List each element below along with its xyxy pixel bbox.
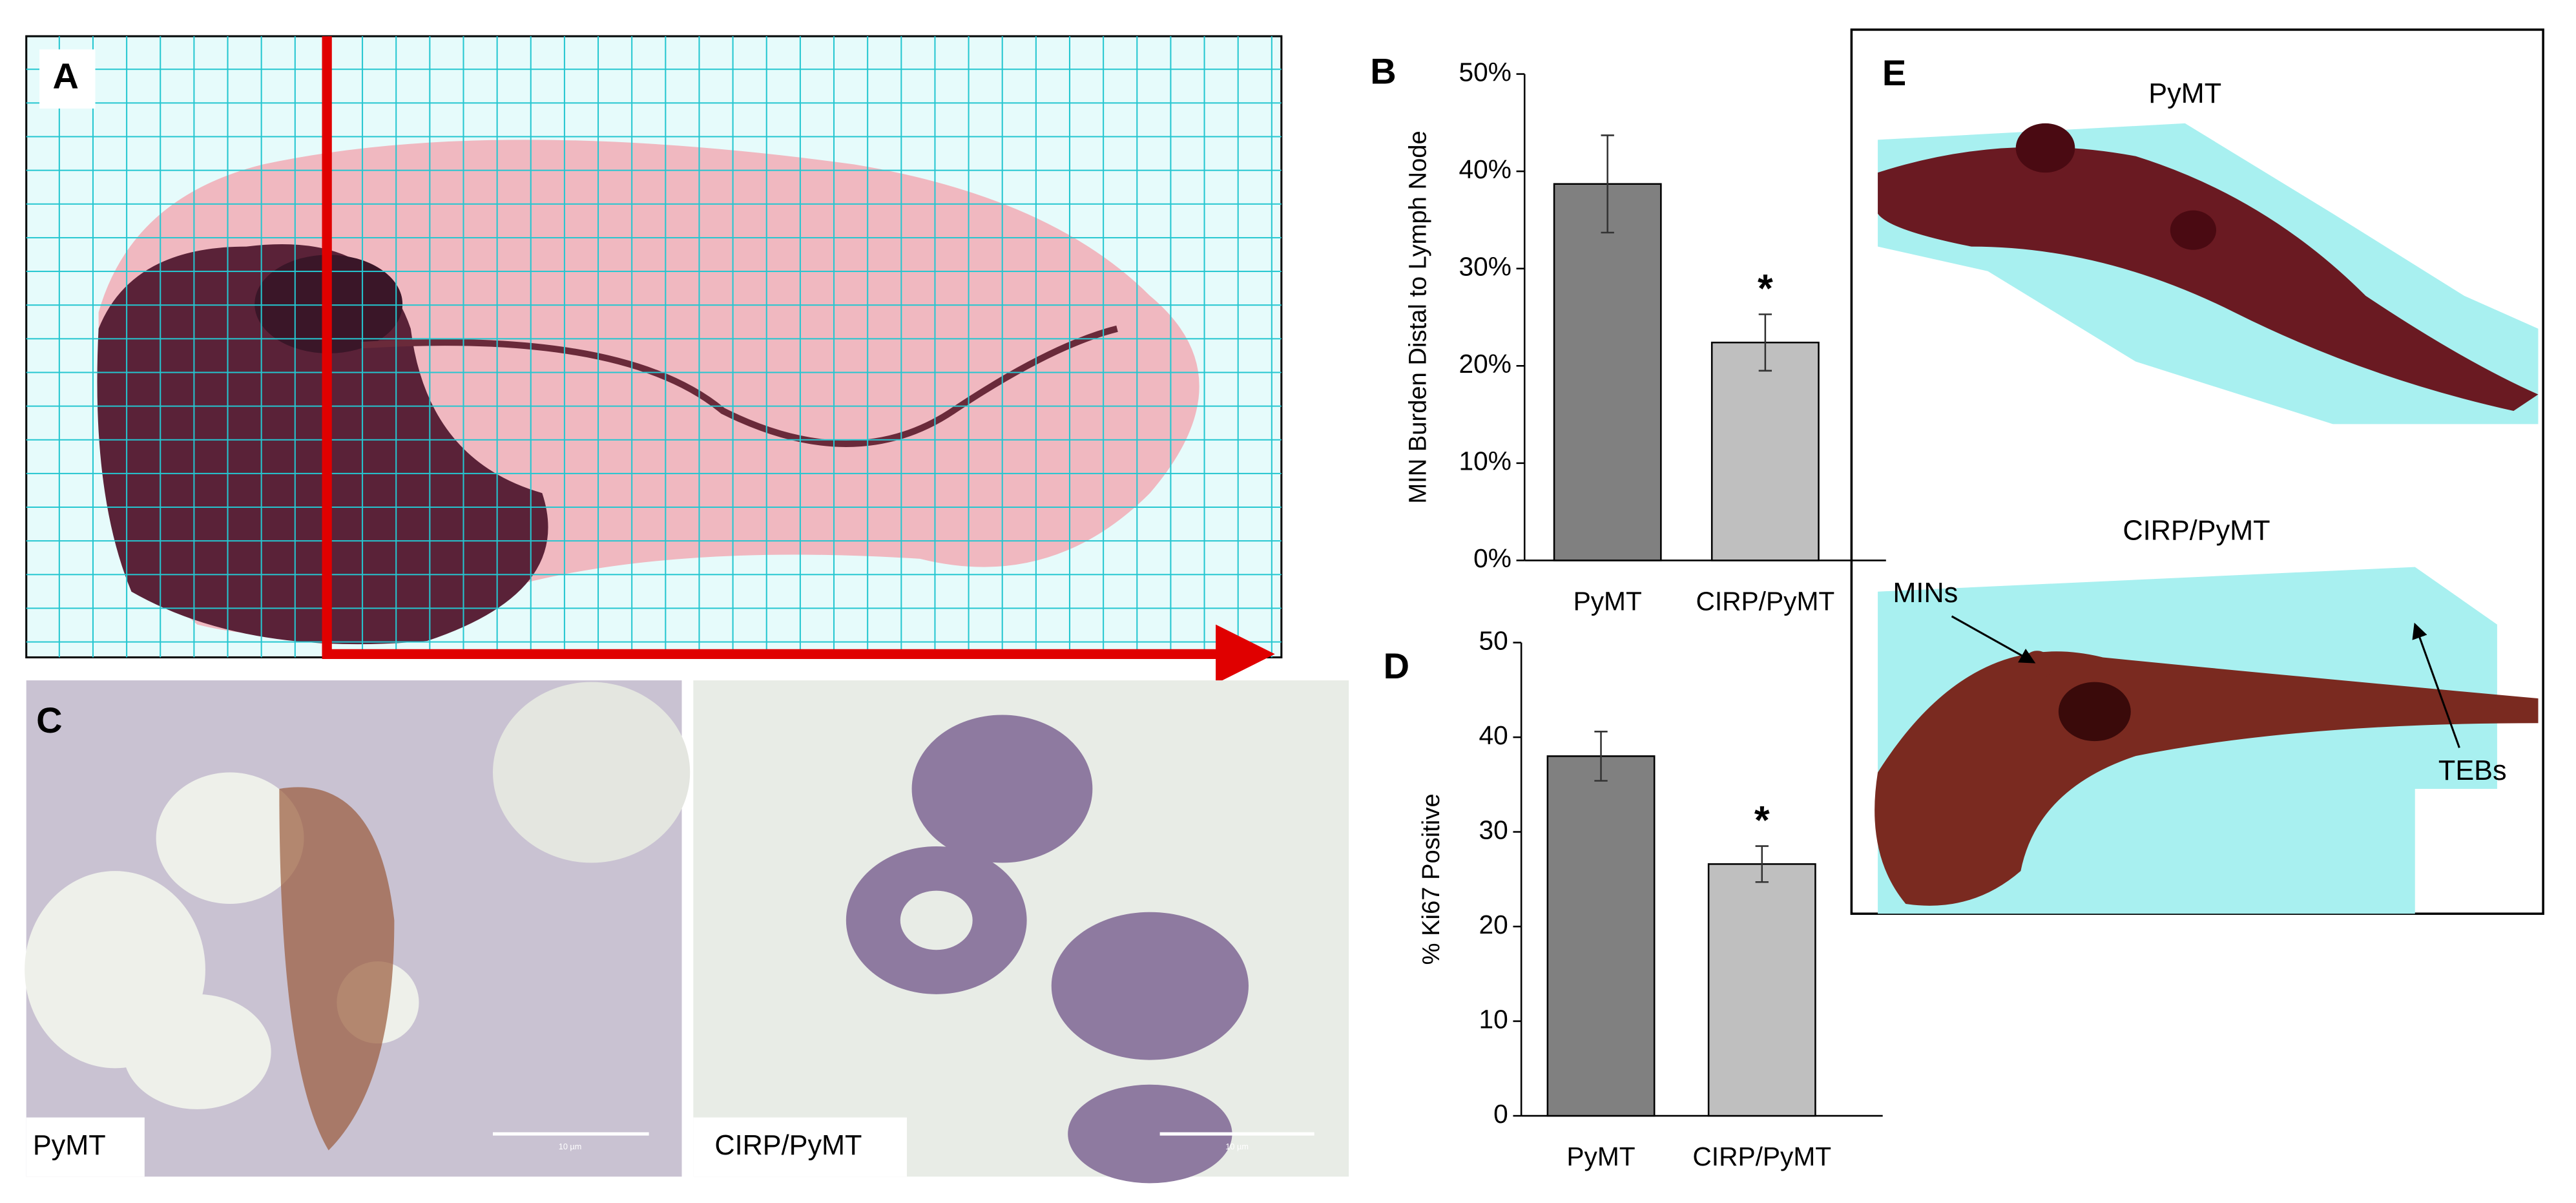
error-bar (1755, 845, 1769, 883)
y-axis-label: % Ki67 Positive (1417, 793, 1445, 965)
y-tick-label: 30 (1479, 815, 1508, 844)
x-tick-label: CIRP/PyMT (1696, 586, 1834, 616)
error-bar (1601, 134, 1614, 234)
y-tick-label: 50 (1479, 625, 1508, 655)
arrow-label: TEBs (2438, 755, 2507, 786)
y-tick-label: 0 (1493, 1099, 1508, 1129)
arrow-label: MINs (1893, 578, 1958, 609)
error-bar (1758, 313, 1772, 372)
panel-label: D (1384, 645, 1409, 686)
x-tick-label: PyMT (1574, 586, 1642, 616)
bar (1546, 755, 1656, 1117)
image-label: CIRP/PyMT (2123, 516, 2270, 547)
bar (1707, 863, 1816, 1117)
y-tick-label: 20 (1479, 910, 1508, 939)
panel-label: B (1370, 50, 1396, 91)
panel-label: C (36, 700, 62, 740)
significance-marker: * (1758, 266, 1773, 310)
scale-bar-label: 10 µm (1225, 1142, 1249, 1151)
image-label: PyMT (2148, 78, 2221, 109)
panel-label: A (53, 56, 79, 96)
y-tick-label: 10% (1459, 446, 1511, 476)
y-axis-label: MIN Burden Distal to Lymph Node (1404, 131, 1432, 503)
error-bar (1594, 731, 1608, 782)
image-label: PyMT (33, 1130, 106, 1161)
y-tick-label: 40% (1459, 154, 1511, 184)
y-tick-label: 30% (1459, 251, 1511, 281)
y-tick-label: 50% (1459, 57, 1511, 87)
x-tick-label: PyMT (1566, 1142, 1635, 1171)
panel-c-image (25, 680, 1349, 1184)
bar (1553, 183, 1662, 561)
image-label: CIRP/PyMT (714, 1130, 862, 1161)
y-tick-label: 10 (1479, 1004, 1508, 1034)
panel-a-image (25, 35, 1283, 684)
scale-bar-label: 10 µm (559, 1142, 582, 1151)
x-tick-label: CIRP/PyMT (1692, 1142, 1831, 1171)
y-tick-label: 0% (1473, 543, 1511, 573)
significance-marker: * (1754, 798, 1770, 842)
panel-e-image (1850, 28, 2544, 915)
y-tick-label: 20% (1459, 349, 1511, 379)
panel-label: E (1882, 52, 1906, 93)
bar (1710, 341, 1820, 561)
y-tick-label: 40 (1479, 720, 1508, 750)
